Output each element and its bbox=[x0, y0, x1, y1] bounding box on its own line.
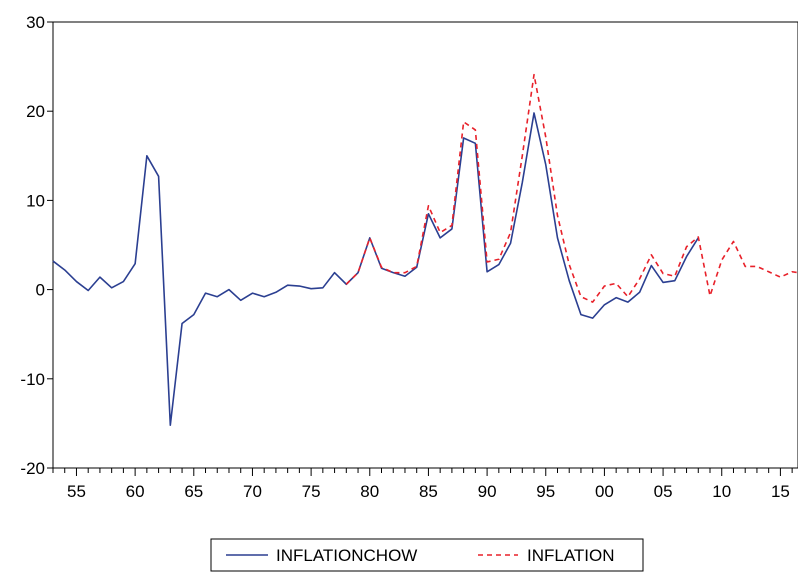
series-line-inflation bbox=[345, 73, 798, 303]
series-layer bbox=[52, 73, 798, 426]
legend: INFLATIONCHOW INFLATION bbox=[210, 538, 644, 572]
x-tick-label: 00 bbox=[595, 482, 614, 501]
x-tick-label: 90 bbox=[478, 482, 497, 501]
x-tick-label: 70 bbox=[243, 482, 262, 501]
x-tick-label: 75 bbox=[302, 482, 321, 501]
y-tick-label: 20 bbox=[26, 102, 45, 121]
y-tick-label: 30 bbox=[26, 13, 45, 32]
x-tick-label: 55 bbox=[67, 482, 86, 501]
y-tick-label: 10 bbox=[26, 191, 45, 210]
x-tick-label: 15 bbox=[771, 482, 790, 501]
y-tick-label: -10 bbox=[20, 370, 45, 389]
legend-box bbox=[210, 538, 644, 572]
plot-frame bbox=[52, 21, 798, 469]
x-tick-label: 85 bbox=[419, 482, 438, 501]
y-axis: -20 -10 0 10 20 30 bbox=[20, 13, 53, 478]
legend-label-inflation: INFLATION bbox=[527, 546, 615, 565]
legend-label-inflationchow: INFLATIONCHOW bbox=[276, 546, 417, 565]
x-tick-label: 95 bbox=[536, 482, 555, 501]
x-tick-label: 80 bbox=[360, 482, 379, 501]
series-line-inflationchow bbox=[52, 112, 699, 426]
y-tick-label: -20 bbox=[20, 459, 45, 478]
x-tick-label: 10 bbox=[712, 482, 731, 501]
x-tick-label: 65 bbox=[184, 482, 203, 501]
x-tick-label: 05 bbox=[654, 482, 673, 501]
y-tick-label: 0 bbox=[36, 281, 45, 300]
x-axis: 55 60 65 70 75 80 85 90 95 00 05 10 15 bbox=[52, 468, 793, 501]
x-tick-label: 60 bbox=[126, 482, 145, 501]
